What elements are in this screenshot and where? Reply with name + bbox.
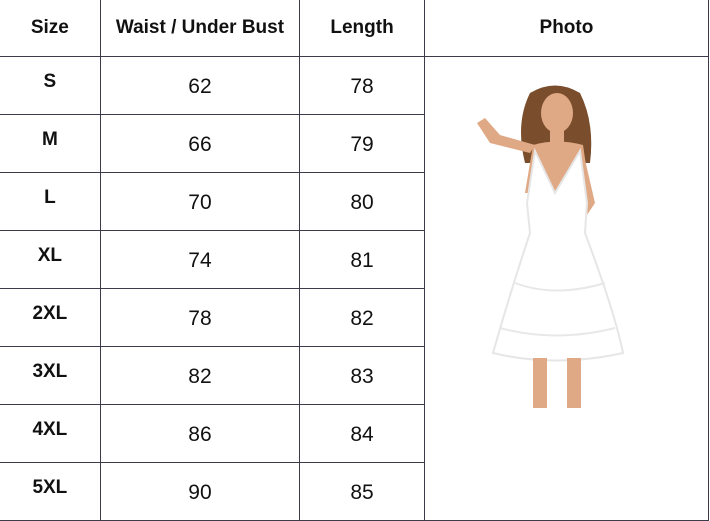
table-row: 2XL 78 82 [0, 288, 709, 347]
size-cell: 4XL [0, 404, 101, 463]
size-cell: 2XL [0, 288, 101, 347]
length-cell: 85 [299, 462, 425, 521]
size-cell: L [0, 172, 101, 231]
size-cell: XL [0, 230, 101, 289]
table-row: M 66 79 [0, 114, 709, 173]
table-row: L 70 80 [0, 172, 709, 231]
dress-photo [476, 85, 625, 408]
header-waist: Waist / Under Bust [99, 0, 301, 57]
waist-cell: 82 [99, 346, 301, 405]
header-length: Length [299, 0, 425, 57]
size-cell: S [0, 56, 101, 115]
waist-cell: 90 [99, 462, 301, 521]
length-cell: 80 [299, 172, 425, 231]
length-cell: 78 [299, 56, 425, 115]
length-cell: 84 [299, 404, 425, 463]
table-row: 3XL 82 83 [0, 346, 709, 405]
length-cell: 83 [299, 346, 425, 405]
waist-cell: 86 [99, 404, 301, 463]
waist-cell: 78 [99, 288, 301, 347]
waist-cell: 66 [99, 114, 301, 173]
header-photo: Photo [423, 0, 710, 57]
length-cell: 81 [299, 230, 425, 289]
waist-cell: 62 [99, 56, 301, 115]
header-size: Size [0, 0, 101, 57]
size-cell: 5XL [0, 462, 101, 521]
photo-cell [423, 56, 710, 521]
table-row: XL 74 81 [0, 230, 709, 289]
size-cell: 3XL [0, 346, 101, 405]
waist-cell: 74 [99, 230, 301, 289]
table-row: S 62 78 [0, 56, 710, 521]
length-cell: 82 [299, 288, 425, 347]
waist-cell: 70 [99, 172, 301, 231]
header-row: Size Waist / Under Bust Length Photo [0, 0, 710, 57]
length-cell: 79 [299, 114, 425, 173]
size-cell: M [0, 114, 101, 173]
